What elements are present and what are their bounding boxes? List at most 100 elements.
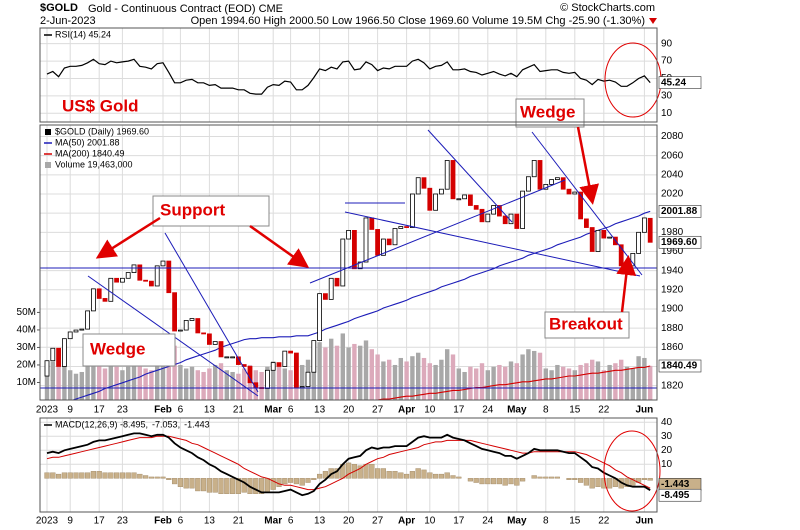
candle (630, 252, 636, 267)
legend-swatch (45, 162, 51, 168)
histogram-bar (549, 476, 555, 479)
histogram-bar (218, 478, 224, 494)
histogram-bar (96, 471, 102, 479)
x-tick-label: Feb (154, 516, 172, 527)
candle (438, 188, 444, 195)
candle (566, 188, 572, 195)
volume-bar (137, 357, 142, 400)
volume-bar (329, 338, 334, 400)
volume-bar (85, 364, 90, 400)
candle (189, 318, 195, 321)
candle (549, 179, 554, 185)
x-tick-label: Mar (264, 516, 282, 527)
volume-bar (230, 371, 235, 400)
candle (363, 217, 369, 263)
x-tick-label: 21 (233, 405, 245, 416)
candle (276, 362, 282, 367)
candle (479, 208, 485, 223)
histogram-bar (514, 478, 520, 486)
volume-bar (56, 357, 61, 400)
x-tick-label: 27 (372, 405, 384, 416)
histogram-bar (113, 472, 120, 479)
volume-bar (381, 361, 386, 400)
x-tick-label: 17 (453, 516, 465, 527)
volume-bar (642, 357, 647, 400)
volume-bar (160, 352, 166, 400)
y-tick-label: 30 (661, 91, 673, 102)
candle (589, 227, 595, 252)
x-tick-label: Mar (264, 405, 282, 416)
arrow (616, 255, 637, 313)
annotation-box (152, 195, 270, 227)
histogram-bar (148, 476, 155, 479)
quote: Open 1994.60 High 2000.50 Low 1966.50 Cl… (191, 15, 645, 27)
credit: © StockCharts.com (560, 2, 655, 14)
candle (172, 292, 178, 332)
volume-bar (561, 366, 566, 400)
histogram-bar (433, 473, 439, 479)
histogram-bar (369, 464, 375, 479)
macd-plot (40, 418, 657, 512)
x-tick-label: 9 (67, 516, 73, 527)
volume-bar (44, 364, 50, 400)
volume-bar (590, 359, 595, 400)
histogram-bar (305, 478, 311, 483)
candle (166, 260, 172, 294)
volume-bar (172, 345, 177, 400)
candle (346, 230, 352, 240)
volume-bar (68, 370, 73, 400)
volume-bar (491, 366, 496, 400)
volume-bar (300, 364, 305, 400)
candle (56, 347, 61, 367)
histogram-bar (224, 478, 230, 494)
candle (62, 338, 67, 367)
volume-bar (126, 366, 131, 400)
price-frame (39, 124, 658, 401)
candle (555, 177, 560, 181)
legend-label: MACD(12,26,9) -8.495, (55, 419, 148, 429)
x-tick-label: 24 (482, 516, 494, 527)
histogram-bar (398, 472, 404, 479)
histogram-bar (641, 478, 648, 480)
x-tick-label: 6 (178, 405, 184, 416)
volume-bar (218, 363, 224, 400)
histogram-bar (90, 471, 97, 479)
volume-bar (149, 370, 154, 400)
annotation: Support (160, 200, 225, 219)
annotation: Wedge (520, 102, 575, 121)
histogram-bar (508, 478, 514, 485)
histogram-bar (293, 478, 300, 485)
series-line (46, 435, 651, 491)
y-tick-label: 1900 (661, 304, 684, 315)
histogram-bar (102, 472, 108, 479)
volume-bar (520, 354, 525, 400)
candle (357, 261, 363, 270)
candle (444, 160, 450, 190)
histogram-bar (142, 475, 149, 479)
candle (218, 341, 224, 358)
candle (404, 226, 410, 228)
histogram-bar (154, 476, 160, 479)
volume-bar (636, 356, 641, 400)
volume-bar (456, 368, 461, 400)
candle (201, 332, 207, 335)
legend-label: RSI(14) 45.24 (55, 29, 111, 39)
histogram-bar (624, 478, 630, 487)
series-line (46, 432, 651, 497)
volume-bar (340, 333, 345, 400)
histogram-bar (206, 478, 213, 493)
candle (305, 371, 311, 387)
histogram-bar (520, 478, 526, 482)
histogram-bar (264, 478, 271, 493)
candle (595, 230, 601, 252)
candle (467, 194, 473, 206)
value-box-label: 45.24 (661, 77, 686, 88)
y-tick-label: 30 (661, 431, 673, 442)
volume-bar (369, 349, 374, 400)
x-tick-label: 8 (543, 405, 549, 416)
annotation-box (82, 333, 176, 367)
histogram-bar (79, 472, 85, 479)
x-tick-label: Apr (398, 516, 415, 527)
